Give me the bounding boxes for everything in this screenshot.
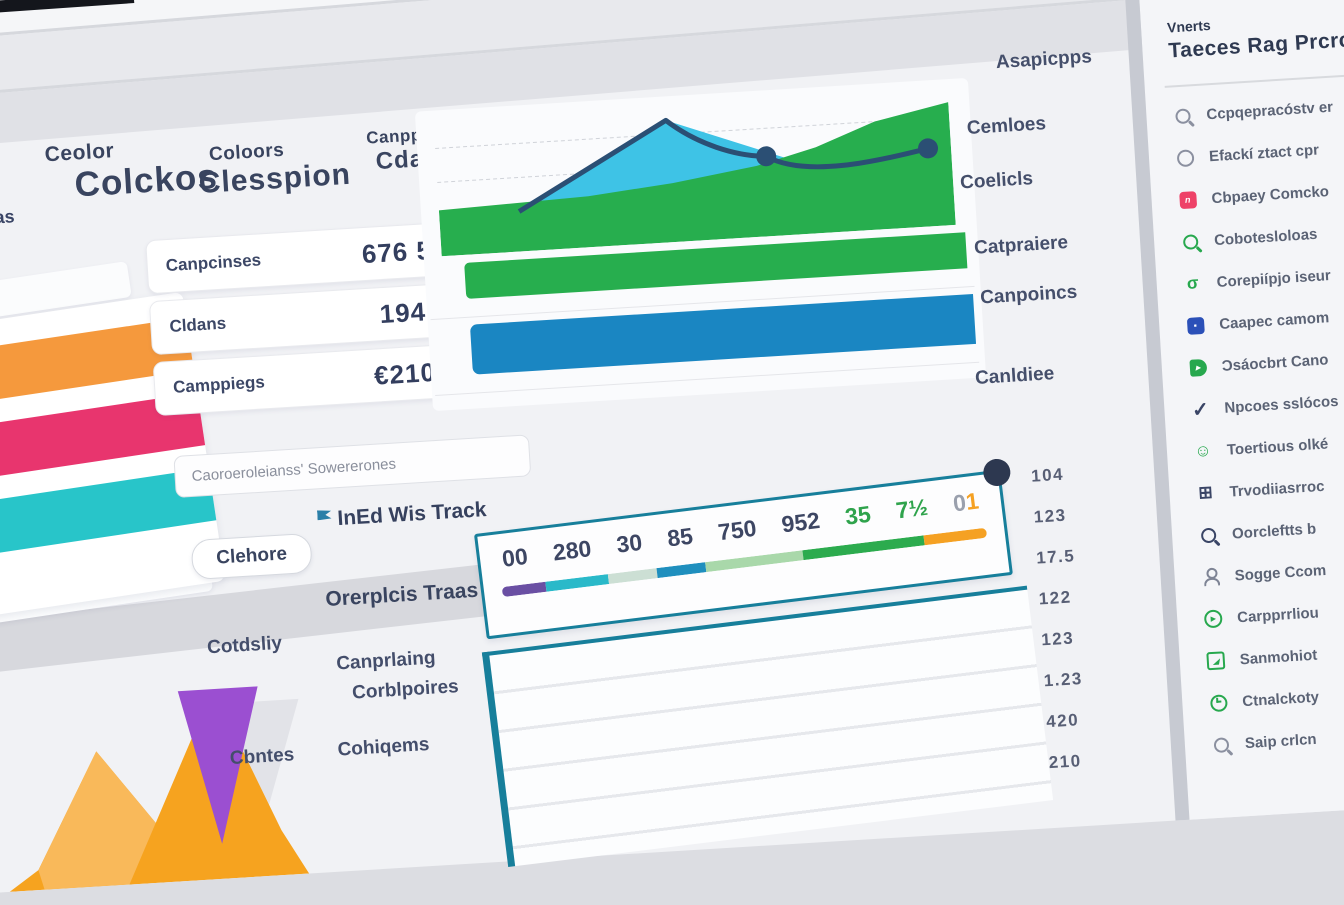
sigma-icon: σ — [1186, 273, 1200, 293]
eyeglass-icon — [1172, 107, 1193, 124]
mid-number: 122 — [1038, 587, 1073, 609]
list-item[interactable]: Canprlaing — [335, 647, 437, 675]
doc-icon: ◢ — [1205, 651, 1226, 671]
mid-label: Canpoincs — [979, 281, 1078, 309]
gauge-tick: 952 — [780, 506, 822, 538]
clock-icon — [1208, 693, 1229, 712]
explore-button[interactable]: Clehore — [190, 532, 313, 581]
list-item[interactable]: Cotdsliy — [206, 632, 283, 659]
mid-label: Catpraiere — [973, 232, 1069, 259]
data-point-marker — [756, 146, 777, 167]
circle-icon — [1175, 148, 1196, 167]
list-item[interactable]: Cohiqems — [337, 733, 430, 761]
mid-label: Cemloes — [966, 113, 1047, 139]
data-point-marker — [918, 138, 939, 159]
list-item[interactable]: Cbntes — [229, 744, 295, 770]
smiley-icon: ☺ — [1193, 440, 1213, 461]
stat-value: 194 — [378, 295, 427, 329]
stat-label: Cldans — [168, 313, 227, 337]
sidebar-kicker: Vnerts — [1166, 16, 1212, 36]
mid-number: 420 — [1045, 710, 1080, 732]
edge-label: as — [0, 206, 16, 228]
mid-label: Coelicls — [959, 168, 1034, 194]
mid-number: 1.23 — [1043, 668, 1084, 691]
person-icon — [1200, 568, 1221, 585]
gauge-tick: 750 — [716, 514, 758, 546]
play-circle-icon: ▶ — [1203, 609, 1224, 629]
stat-value: €210 — [373, 356, 437, 391]
check-icon: ✓ — [1191, 398, 1210, 422]
pink-square-icon: n — [1177, 190, 1198, 209]
gauge-tick: 7½ — [894, 493, 930, 524]
mid-label: Canldiee — [974, 363, 1055, 389]
flag-icon — [317, 510, 332, 521]
track-link[interactable]: InEd Wis Track — [317, 498, 487, 532]
stat-label: Canpcinses — [165, 250, 262, 276]
grid-icon: ⊞ — [1197, 482, 1214, 503]
gauge-tick: 85 — [665, 522, 695, 552]
mid-label: Asapicpps — [995, 46, 1093, 74]
key-icon — [1198, 527, 1219, 543]
mid-number: 210 — [1048, 751, 1083, 773]
play-square-icon: ▸ — [1187, 358, 1208, 377]
gauge-tick: 30 — [614, 528, 644, 558]
mid-number: 123 — [1033, 505, 1068, 527]
magnifier-green-icon — [1180, 233, 1201, 250]
search-icon — [1211, 736, 1232, 753]
stat-label: Camppiegs — [172, 372, 266, 397]
gauge-tick: 35 — [843, 500, 873, 530]
page-title-2: Coloors Clesspion — [196, 136, 352, 201]
folder-icon: ▪ — [1185, 316, 1206, 335]
mid-number: 104 — [1030, 464, 1065, 486]
gauge-tick: 280 — [551, 535, 593, 566]
page-title-1: Ceolor Colckos — [44, 133, 219, 207]
area-trend-chart — [435, 102, 956, 257]
corner-mountain-chart — [9, 686, 310, 892]
track-link-label: InEd Wis Track — [336, 498, 488, 531]
mid-number: 123 — [1040, 628, 1075, 650]
gauge-tick-orange: 1 — [964, 487, 981, 515]
gauge-tick: 00 — [500, 542, 530, 572]
mid-number: 17.5 — [1035, 546, 1076, 568]
gauge-tick: 01 — [952, 487, 981, 517]
stats-footnote: Caoroeroleianss' Sowererones — [173, 434, 532, 498]
